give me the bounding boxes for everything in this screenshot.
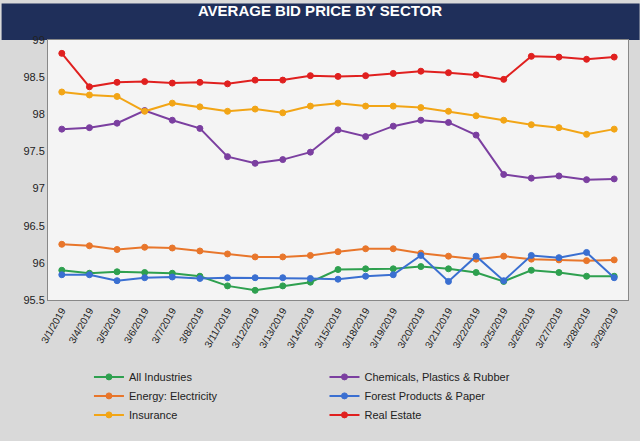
svg-text:3/19/2019: 3/19/2019 [368, 306, 400, 350]
svg-text:3/26/2019: 3/26/2019 [506, 306, 538, 350]
svg-text:95.5: 95.5 [23, 294, 44, 306]
svg-text:Forest Products & Paper: Forest Products & Paper [364, 390, 485, 402]
svg-text:96.5: 96.5 [23, 220, 44, 232]
svg-text:AVERAGE BID PRICE BY SECTOR: AVERAGE BID PRICE BY SECTOR [198, 2, 442, 19]
svg-text:97.5: 97.5 [23, 145, 44, 157]
svg-text:3/14/2019: 3/14/2019 [285, 306, 317, 350]
svg-text:98: 98 [33, 108, 45, 120]
svg-text:3/15/2019: 3/15/2019 [312, 306, 344, 350]
svg-text:97: 97 [33, 182, 45, 194]
svg-text:3/4/2019: 3/4/2019 [66, 306, 95, 346]
svg-text:96: 96 [33, 257, 45, 269]
svg-text:3/25/2019: 3/25/2019 [478, 306, 510, 350]
svg-text:3/11/2019: 3/11/2019 [202, 306, 234, 350]
svg-text:3/20/2019: 3/20/2019 [395, 306, 427, 350]
svg-text:3/22/2019: 3/22/2019 [450, 306, 482, 350]
svg-text:98.5: 98.5 [23, 71, 44, 83]
svg-text:3/21/2019: 3/21/2019 [423, 306, 455, 350]
svg-text:Energy: Electricity: Energy: Electricity [129, 390, 218, 402]
svg-text:3/18/2019: 3/18/2019 [340, 306, 372, 350]
svg-text:3/27/2019: 3/27/2019 [533, 306, 565, 350]
svg-text:All Industries: All Industries [129, 371, 192, 383]
svg-text:3/13/2019: 3/13/2019 [257, 306, 289, 350]
svg-text:3/7/2019: 3/7/2019 [149, 306, 178, 346]
svg-text:3/6/2019: 3/6/2019 [122, 306, 151, 346]
svg-text:Real Estate: Real Estate [364, 409, 421, 421]
svg-text:3/8/2019: 3/8/2019 [177, 306, 206, 346]
svg-text:3/12/2019: 3/12/2019 [229, 306, 261, 350]
svg-text:Chemicals, Plastics & Rubber: Chemicals, Plastics & Rubber [364, 371, 509, 383]
svg-text:3/5/2019: 3/5/2019 [94, 306, 123, 346]
svg-text:3/28/2019: 3/28/2019 [561, 306, 593, 350]
svg-text:Insurance: Insurance [129, 409, 177, 421]
svg-text:3/1/2019: 3/1/2019 [39, 306, 68, 346]
svg-text:3/29/2019: 3/29/2019 [588, 306, 620, 350]
svg-text:99: 99 [33, 34, 45, 46]
